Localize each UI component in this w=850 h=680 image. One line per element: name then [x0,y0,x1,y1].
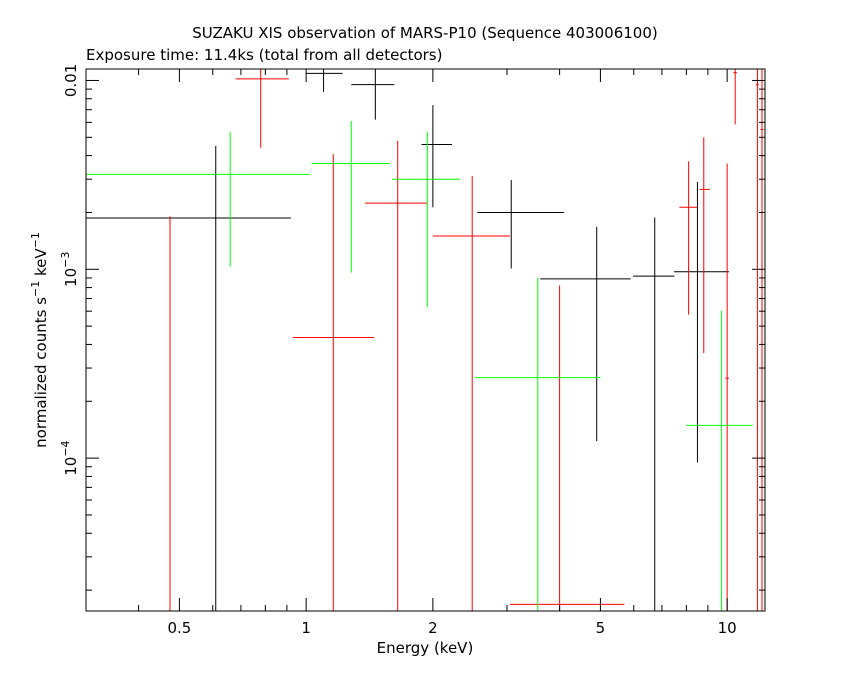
y-tick-label: 10−3 [59,252,80,287]
data-series [86,120,753,611]
data-series-layer [86,69,764,611]
chart-subtitle: Exposure time: 11.4ks (total from all de… [86,46,442,64]
x-tick-label: 5 [596,619,606,637]
data-series [169,69,764,611]
x-tick-label: 1 [301,619,311,637]
x-tick-label: 0.5 [167,619,191,637]
data-series [86,69,729,611]
axis-ticks-layer: 0.5 1 2 5 10 10−4 10−3 0.01 [59,64,765,637]
plot-frame [85,68,766,612]
chart-title: SUZAKU XIS observation of MARS-P10 (Sequ… [192,24,657,42]
x-tick-label: 10 [718,619,737,637]
y-tick-label: 10−4 [59,440,80,475]
y-axis-label: normalized counts s−1 keV−1 [29,232,50,448]
x-tick-label: 2 [428,619,438,637]
y-tick-label: 0.01 [62,64,80,97]
x-axis-label: Energy (keV) [377,639,474,657]
